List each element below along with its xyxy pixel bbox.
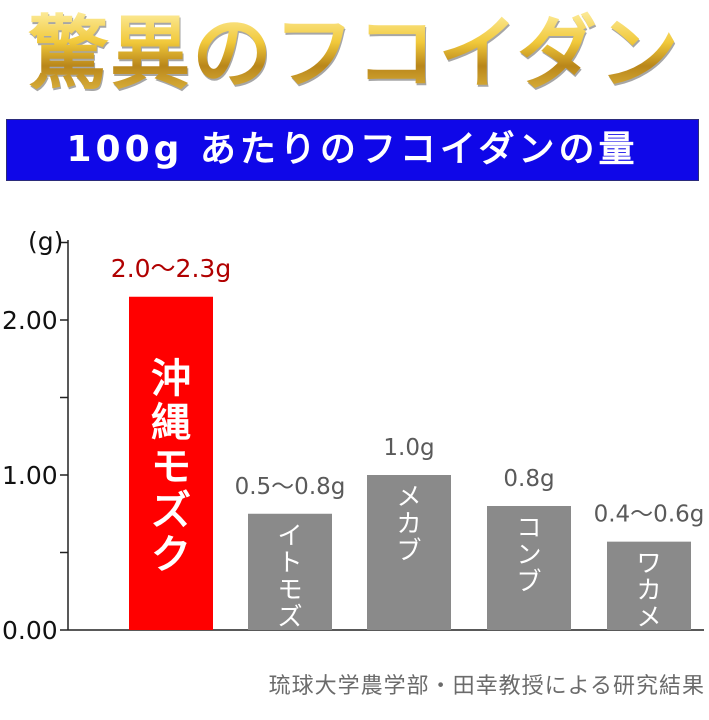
category-label-char: イ bbox=[277, 521, 302, 550]
category-label-char: 沖 bbox=[151, 356, 191, 402]
category-label-char: ク bbox=[151, 532, 191, 578]
category-label-char: ブ bbox=[516, 567, 541, 596]
y-axis-unit-label: (g) bbox=[28, 227, 63, 256]
category-label-char: ン bbox=[516, 540, 541, 569]
bar-4 bbox=[487, 506, 571, 630]
y-tick-label: 0.00 bbox=[2, 616, 58, 645]
value-label: 1.0g bbox=[383, 435, 434, 461]
bar-1 bbox=[129, 296, 213, 630]
category-label-char: モ bbox=[151, 444, 191, 490]
category-label-char: ワ bbox=[636, 549, 661, 578]
value-label: 0.5～0.8g bbox=[235, 474, 346, 500]
category-label-char: ズ bbox=[151, 488, 191, 534]
category-label-char: ズ bbox=[277, 602, 302, 631]
headline-title: 驚異のフコイダン bbox=[0, 4, 709, 104]
y-tick-label: 1.00 bbox=[2, 461, 58, 490]
bar-2 bbox=[248, 513, 332, 630]
bar-5 bbox=[607, 541, 691, 630]
category-label-char: ト bbox=[277, 548, 302, 577]
category-label-char: カ bbox=[396, 509, 421, 538]
subtitle-banner: 100g あたりのフコイダンの量 bbox=[6, 119, 699, 181]
category-label-char: ク bbox=[277, 629, 302, 658]
source-credit: 琉球大学農学部・田幸教授による研究結果 bbox=[268, 674, 705, 699]
bar-3 bbox=[367, 475, 451, 630]
category-label-char: コ bbox=[516, 513, 541, 542]
category-label-char: メ bbox=[636, 603, 661, 632]
value-label: 0.4～0.6g bbox=[594, 502, 705, 528]
category-label-char: 縄 bbox=[151, 400, 191, 446]
category-label-char: モ bbox=[277, 575, 302, 604]
category-label-char: メ bbox=[396, 482, 421, 511]
value-label: 0.8g bbox=[503, 466, 554, 492]
category-label-char: ブ bbox=[396, 536, 421, 565]
y-tick-label: 2.00 bbox=[2, 306, 58, 335]
bar-chart: 0.001.002.00(g) 2.0～2.3g沖縄モズク0.5～0.8gイトモ… bbox=[2, 227, 705, 658]
value-label: 2.0～2.3g bbox=[111, 254, 231, 283]
category-label-char: カ bbox=[636, 576, 661, 605]
